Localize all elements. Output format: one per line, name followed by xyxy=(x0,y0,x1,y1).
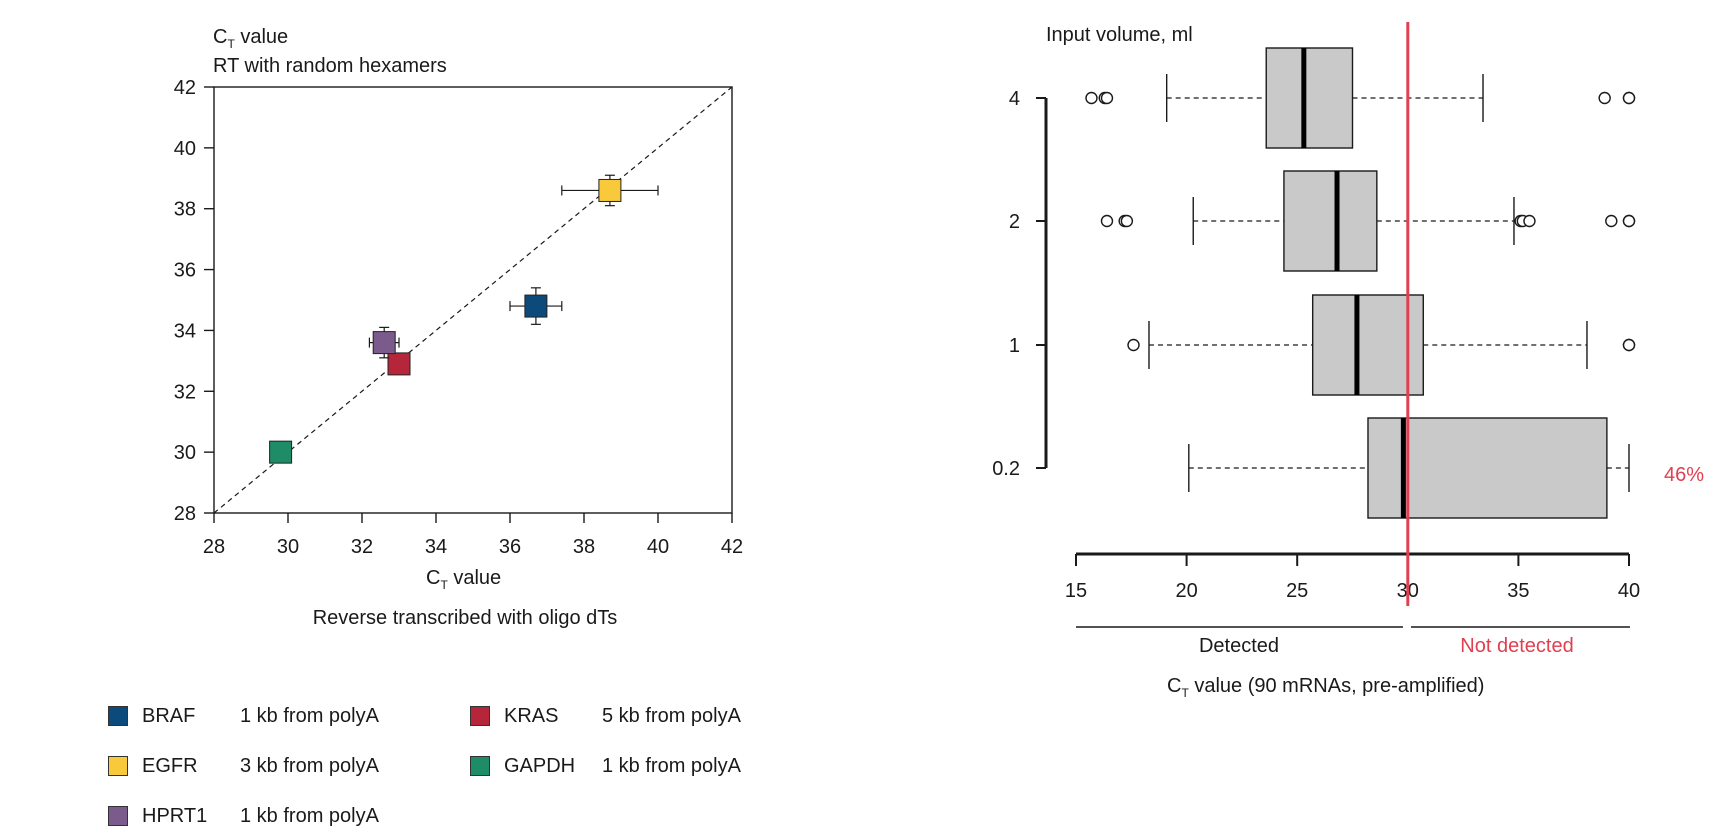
y-tick-label: 42 xyxy=(174,77,196,99)
outlier-point xyxy=(1085,91,1098,105)
legend-item-gapdh: GAPDH 1 kb from polyA xyxy=(470,750,741,782)
scatter-point-hprt1 xyxy=(368,326,400,359)
box-2 xyxy=(1100,170,1636,272)
x-tick-label: 15 xyxy=(1065,580,1087,602)
y-tick-label: 32 xyxy=(174,381,196,403)
box-iqr xyxy=(1265,47,1354,149)
point-marker xyxy=(269,440,293,464)
legend-description: 1 kb from polyA xyxy=(240,804,379,827)
outlier-point xyxy=(1100,91,1114,105)
boxplot-boxes xyxy=(1085,47,1636,519)
legend-gene-label: GAPDH xyxy=(504,754,576,777)
x-tick-label: 36 xyxy=(499,536,521,558)
legend-swatch xyxy=(470,706,490,726)
y-tick-label: 40 xyxy=(174,138,196,160)
scatter-point-gapdh xyxy=(269,440,293,464)
percent-not-detected-label: 46% xyxy=(1664,464,1704,486)
y-tick-label: 0.2 xyxy=(992,458,1020,480)
scatter-xlabel-line2: Reverse transcribed with oligo dTs xyxy=(313,607,618,629)
y-tick-label: 38 xyxy=(174,199,196,221)
scatter-y-axis: 28 30 32 34 36 38 40 42 xyxy=(174,77,214,525)
y-tick-label: 28 xyxy=(174,503,196,525)
box-iqr xyxy=(1283,170,1378,272)
boxplot-xlabel: CT value (90 mRNAs, pre-amplified) xyxy=(1167,675,1484,700)
scatter-x-axis: 28 30 32 34 36 38 40 42 xyxy=(203,513,743,558)
y-tick-label: 2 xyxy=(1009,211,1020,233)
outlier-point xyxy=(1523,214,1536,228)
x-tick-label: 34 xyxy=(425,536,447,558)
outlier-point xyxy=(1120,214,1134,228)
legend-description: 1 kb from polyA xyxy=(602,754,741,777)
outlier-point xyxy=(1622,91,1636,105)
point-marker xyxy=(372,331,396,355)
point-marker xyxy=(387,352,411,376)
boxplot-y-axis: 4 2 1 0.2 xyxy=(992,88,1048,480)
x-tick-label: 32 xyxy=(351,536,373,558)
x-tick-label: 38 xyxy=(573,536,595,558)
x-tick-label: 28 xyxy=(203,536,225,558)
scatter-point-kras xyxy=(387,352,411,376)
x-tick-label: 35 xyxy=(1507,580,1529,602)
legend-item-braf: BRAF 1 kb from polyA xyxy=(108,700,379,732)
legend-item-egfr: EGFR 3 kb from polyA xyxy=(108,750,379,782)
scatter-ylabel-line2: RT with random hexamers xyxy=(213,55,447,77)
x-tick-label: 40 xyxy=(647,536,669,558)
legend-description: 5 kb from polyA xyxy=(602,704,741,727)
x-tick-label: 30 xyxy=(277,536,299,558)
not-detected-label: Not detected xyxy=(1460,635,1573,657)
y-tick-label: 30 xyxy=(174,442,196,464)
x-tick-label: 25 xyxy=(1286,580,1308,602)
outlier-point xyxy=(1598,91,1611,105)
outlier-point xyxy=(1622,214,1636,228)
outlier-point xyxy=(1100,214,1114,228)
scatter-point-egfr xyxy=(561,174,659,207)
y-tick-label: 1 xyxy=(1009,335,1020,357)
detected-label: Detected xyxy=(1199,635,1279,657)
legend-gene-label: KRAS xyxy=(504,704,559,727)
point-marker xyxy=(598,178,622,202)
point-marker xyxy=(524,294,548,318)
legend-swatch xyxy=(108,806,128,826)
boxplot-title: Input volume, ml xyxy=(1046,24,1193,46)
y-tick-label: 34 xyxy=(174,320,196,342)
legend-swatch xyxy=(470,756,490,776)
legend-gene-label: HPRT1 xyxy=(142,804,208,827)
outlier-point xyxy=(1605,214,1618,228)
scatter-plot: CT value RT with random hexamers 28 30 32 3… xyxy=(174,26,743,629)
scatter-point-braf xyxy=(509,287,563,325)
legend-description: 3 kb from polyA xyxy=(240,754,379,777)
legend-item-hprt1: HPRT1 1 kb from polyA xyxy=(108,800,379,832)
scatter-plot-frame xyxy=(213,86,733,514)
outlier-point xyxy=(1127,338,1140,352)
y-tick-label: 36 xyxy=(174,260,196,282)
x-tick-label: 42 xyxy=(721,536,743,558)
legend-description: 1 kb from polyA xyxy=(240,704,379,727)
scatter-xlabel: CT value xyxy=(426,567,501,592)
y-tick-label: 4 xyxy=(1009,88,1020,110)
legend-swatch xyxy=(108,706,128,726)
scatter-points xyxy=(269,174,659,464)
box-iqr xyxy=(1311,294,1424,396)
diagonal-line xyxy=(213,86,733,514)
x-tick-label: 40 xyxy=(1618,580,1640,602)
x-tick-label: 20 xyxy=(1175,580,1197,602)
outlier-point xyxy=(1622,338,1636,352)
boxplot-x-axis: 152025303540 xyxy=(1065,552,1640,602)
box-4 xyxy=(1085,47,1636,149)
legend-gene-label: BRAF xyxy=(142,704,196,727)
legend-gene-label: EGFR xyxy=(142,754,198,777)
legend-swatch xyxy=(108,756,128,776)
diagonal-reference-line xyxy=(213,86,733,514)
box-1 xyxy=(1127,294,1636,396)
scatter-ylabel: CT value xyxy=(213,26,288,51)
legend-item-kras: KRAS 5 kb from polyA xyxy=(470,700,741,732)
